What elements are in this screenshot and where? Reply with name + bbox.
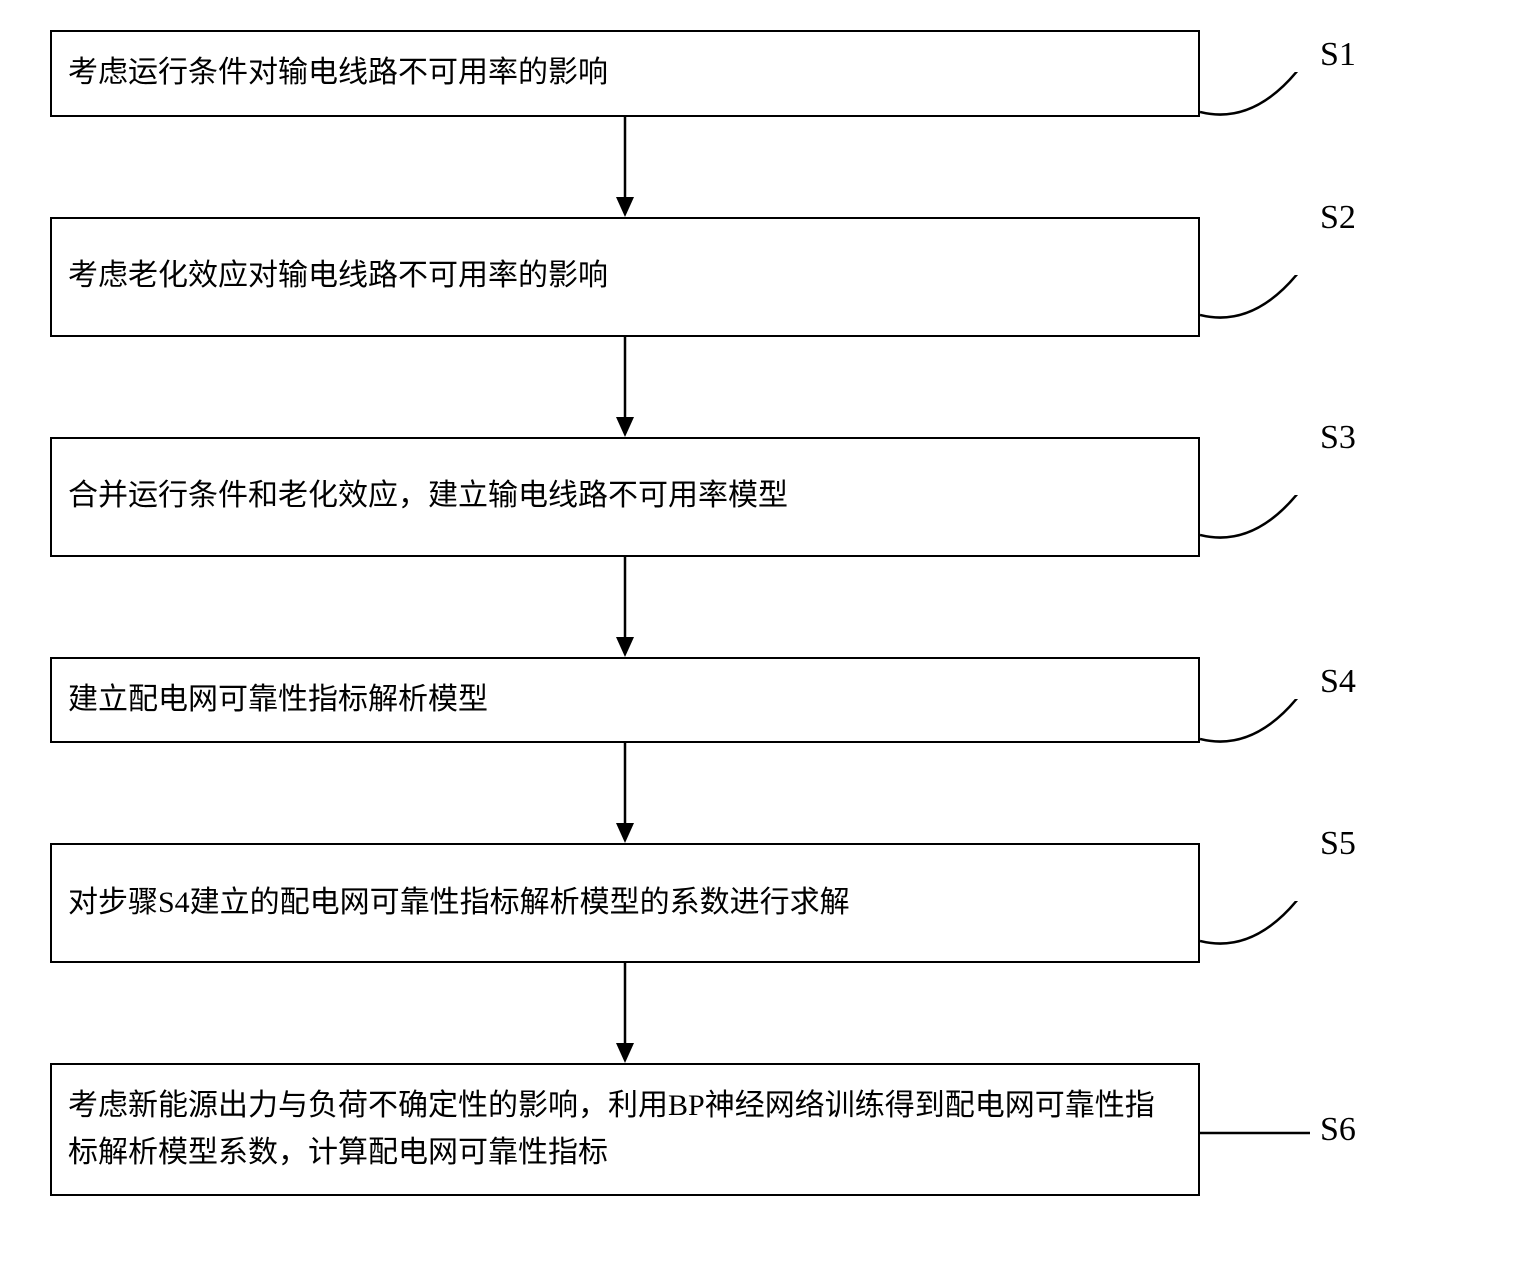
step-row-s5: 对步骤S4建立的配电网可靠性指标解析模型的系数进行求解 S5 [50, 843, 1450, 963]
step-text-s2: 考虑老化效应对输电线路不可用率的影响 [68, 253, 608, 300]
step-row-s4: 建立配电网可靠性指标解析模型 S4 [50, 657, 1450, 744]
connector-curve-s3 [1200, 495, 1320, 575]
step-label-s5: S5 [1320, 825, 1356, 863]
arrow-s1-s2 [50, 117, 1200, 217]
connector-curve-s6 [1200, 1093, 1320, 1173]
step-row-s6: 考虑新能源出力与负荷不确定性的影响，利用BP神经网络训练得到配电网可靠性指标解析… [50, 1063, 1450, 1196]
step-box-s3: 合并运行条件和老化效应，建立输电线路不可用率模型 [50, 437, 1200, 557]
step-row-s2: 考虑老化效应对输电线路不可用率的影响 S2 [50, 217, 1450, 337]
step-label-s4: S4 [1320, 663, 1356, 701]
step-label-s6: S6 [1320, 1111, 1356, 1149]
step-label-s2: S2 [1320, 199, 1356, 237]
connector-curve-s4 [1200, 699, 1320, 779]
step-label-s1: S1 [1320, 36, 1356, 74]
step-box-s6: 考虑新能源出力与负荷不确定性的影响，利用BP神经网络训练得到配电网可靠性指标解析… [50, 1063, 1200, 1196]
connector-curve-s5 [1200, 901, 1320, 981]
step-box-s2: 考虑老化效应对输电线路不可用率的影响 [50, 217, 1200, 337]
connector-curve-s2 [1200, 275, 1320, 355]
connector-curve-s1 [1200, 72, 1320, 152]
arrow-s3-s4 [50, 557, 1200, 657]
flowchart-container: 考虑运行条件对输电线路不可用率的影响 S1 考虑老化效应对输电线路不可用率的影响… [50, 30, 1450, 1196]
step-row-s1: 考虑运行条件对输电线路不可用率的影响 S1 [50, 30, 1450, 117]
step-box-s1: 考虑运行条件对输电线路不可用率的影响 [50, 30, 1200, 117]
step-text-s5: 对步骤S4建立的配电网可靠性指标解析模型的系数进行求解 [68, 880, 850, 927]
step-text-s4: 建立配电网可靠性指标解析模型 [68, 677, 488, 724]
arrow-s4-s5 [50, 743, 1200, 843]
step-box-s5: 对步骤S4建立的配电网可靠性指标解析模型的系数进行求解 [50, 843, 1200, 963]
step-row-s3: 合并运行条件和老化效应，建立输电线路不可用率模型 S3 [50, 437, 1450, 557]
step-text-s3: 合并运行条件和老化效应，建立输电线路不可用率模型 [68, 473, 788, 520]
step-box-s4: 建立配电网可靠性指标解析模型 [50, 657, 1200, 744]
step-text-s1: 考虑运行条件对输电线路不可用率的影响 [68, 50, 608, 97]
step-text-s6: 考虑新能源出力与负荷不确定性的影响，利用BP神经网络训练得到配电网可靠性指标解析… [68, 1083, 1182, 1176]
arrow-s2-s3 [50, 337, 1200, 437]
step-label-s3: S3 [1320, 419, 1356, 457]
arrow-s5-s6 [50, 963, 1200, 1063]
